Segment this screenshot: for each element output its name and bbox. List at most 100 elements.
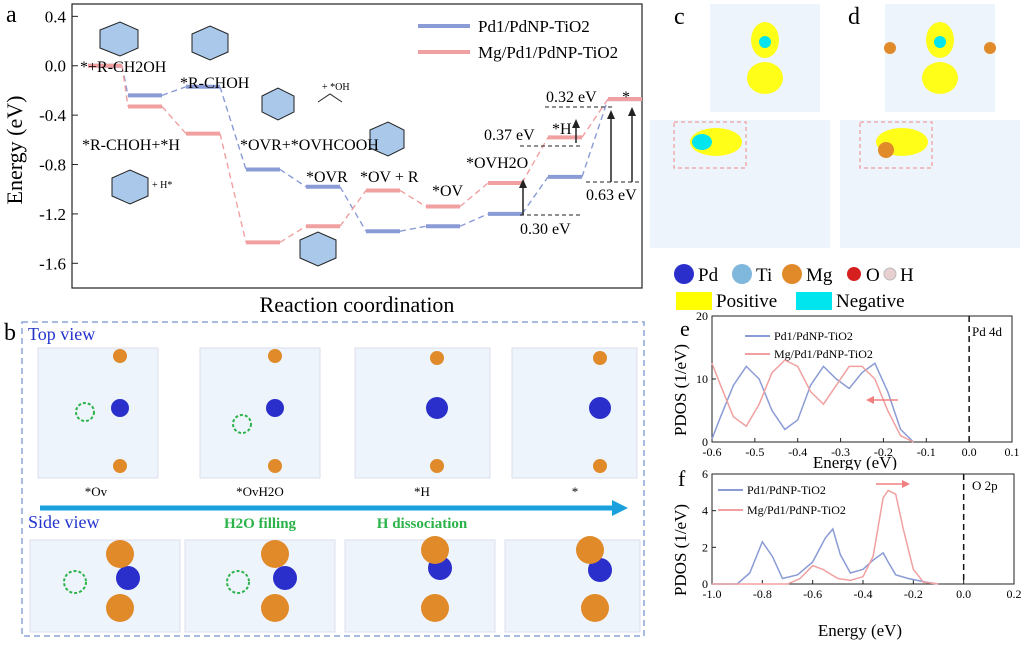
legend-pd-ball xyxy=(674,264,694,284)
f-y-axis-label: PDOS (1/eV) xyxy=(671,504,690,596)
energy-connector xyxy=(339,190,367,227)
label-h: *H xyxy=(552,121,572,138)
charge-density-figure: c d Pd xyxy=(650,4,1020,312)
legend-ti: Ti xyxy=(756,265,772,286)
label-start: *+R-CH2OH xyxy=(80,59,167,76)
pdos-series-1 xyxy=(712,489,939,585)
e-plot-area: -0.6 -0.5 -0.4 -0.3 -0.2 -0.1 0.0 0.1 0 10 20 xyxy=(696,309,1020,459)
energy-connector xyxy=(219,133,247,243)
label-ov-h2o: *OVH2O xyxy=(466,155,528,172)
legend-pd: Pd xyxy=(698,265,719,286)
glucose-molecule-4 xyxy=(369,121,405,157)
pdos-series-0 xyxy=(712,527,939,585)
energy-profile-chart: a Energy (eV) Reaction coordination 0.40… xyxy=(2,2,643,317)
pdos-series-0 xyxy=(711,362,914,443)
plot-frame xyxy=(711,315,1013,443)
x-tick-label: 0.1 xyxy=(1005,445,1020,459)
y-tick-label: -1.6 xyxy=(39,254,66,273)
y-tick-label: 0 xyxy=(702,435,708,449)
energy-connector xyxy=(279,168,307,188)
formic-acid-molecule xyxy=(317,93,343,103)
y-tick-label: 0.0 xyxy=(45,57,66,76)
energy-connector xyxy=(161,86,187,97)
label-rchoh: *R-CHOH xyxy=(180,75,250,92)
glucose-molecule-3 xyxy=(261,87,295,121)
y-ticks: 0.4 0.0 -0.4 -0.8 -1.2 -1.6 xyxy=(39,7,78,273)
y-tick-label: 6 xyxy=(702,470,708,481)
x-tick-label: 0.0 xyxy=(962,445,977,459)
legend-mg: Mg xyxy=(806,265,833,286)
structure-c-top xyxy=(710,4,820,112)
label-ov-plus-r: *OV + R xyxy=(360,169,419,186)
panel-f: f PDOS (1/eV) Energy (eV) O 2p Pd1/PdNP-… xyxy=(650,466,1024,640)
y-tick-label: 0.4 xyxy=(45,7,67,26)
legend-label-mg: Mg/Pd1/PdNP-TiO2 xyxy=(478,43,618,62)
x-tick-label: -0.6 xyxy=(803,587,822,601)
glucose-molecule-6 xyxy=(299,231,337,267)
y-tick-label: 20 xyxy=(696,310,708,323)
x-tick-label: -0.3 xyxy=(831,445,850,459)
energy-levels xyxy=(88,63,642,245)
top-structure-3 xyxy=(354,347,491,479)
legend-o: O xyxy=(866,265,880,286)
state-label-3: *H xyxy=(414,484,430,499)
atom-legend: Pd Ti Mg O H Positive Negative xyxy=(674,264,914,312)
x-tick-label: -1.0 xyxy=(703,587,722,601)
f-shift-arrow xyxy=(876,480,910,488)
label-ov-r-hcooh: *OVR+*OVHCOOH xyxy=(240,137,379,154)
side-view-structures xyxy=(29,536,641,633)
label-star: * xyxy=(622,89,630,106)
barrier-037: 0.37 eV xyxy=(484,127,535,144)
pdos-series-1 xyxy=(711,359,914,443)
legend-positive: Positive xyxy=(716,291,777,312)
panel-a: a Energy (eV) Reaction coordination 0.4 0… xyxy=(0,0,650,320)
energy-connector xyxy=(459,182,489,208)
side-view-title: Side view xyxy=(28,512,100,532)
x-tick-label: -0.5 xyxy=(745,445,764,459)
e-legend-mg: Mg/Pd1/PdNP-TiO2 xyxy=(774,347,873,361)
x-tick-label: -0.6 xyxy=(703,445,722,459)
x-tick-label: 0.2 xyxy=(1007,587,1022,601)
e-x-axis-label: Energy (eV) xyxy=(813,453,897,470)
energy-connector xyxy=(399,225,427,232)
legend-positive-swatch xyxy=(676,292,712,310)
y-tick-label: -0.4 xyxy=(39,106,66,125)
legend-negative: Negative xyxy=(836,291,905,312)
state-label-2: *OvH2O xyxy=(236,484,284,499)
label-h-fragment: + H* xyxy=(152,180,172,191)
energy-connector xyxy=(161,106,187,135)
label-ov-r: *OVR xyxy=(306,169,348,186)
panel-b-figure: b Top view Side view *Ov *OvH2O *H * H2O… xyxy=(4,320,645,637)
label-oh-fragment: + *OH xyxy=(322,82,350,93)
legend-mg-ball xyxy=(782,264,802,284)
state-label-4: * xyxy=(572,484,579,499)
step-h-dissociation: H dissociation xyxy=(377,516,468,532)
legend-label-pd: Pd1/PdNP-TiO2 xyxy=(478,17,590,36)
x-tick-label: 0.0 xyxy=(956,587,971,601)
x-tick-label: -0.4 xyxy=(854,587,873,601)
y-tick-label: 0 xyxy=(702,577,708,591)
pdos-pd-chart: e PDOS (1/eV) Energy (eV) Pd 4d Pd1/PdNP… xyxy=(671,309,1020,472)
panel-e: e PDOS (1/eV) Energy (eV) Pd 4d Pd1/PdNP… xyxy=(650,309,1024,472)
step-h2o-filling: H2O filling xyxy=(224,516,297,532)
panel-label-c: c xyxy=(674,4,685,30)
x-tick-label: -0.2 xyxy=(904,587,923,601)
top-view-structures xyxy=(37,347,638,479)
f-legend-mg: Mg/Pd1/PdNP-TiO2 xyxy=(747,503,846,517)
y-axis-label: Energy (eV) xyxy=(2,96,27,205)
barrier-032: 0.32 eV xyxy=(546,89,597,106)
legend-ti-ball xyxy=(732,264,752,284)
y-tick-label: 4 xyxy=(702,504,708,518)
structure-d-top xyxy=(884,4,996,112)
state-label-1: *Ov xyxy=(85,484,108,499)
panel-label-b: b xyxy=(4,320,16,346)
f-x-axis-label: Energy (eV) xyxy=(818,621,902,640)
energy-connector xyxy=(279,225,307,243)
panel-label-f: f xyxy=(678,470,686,491)
legend-h: H xyxy=(900,265,914,286)
energy-connector xyxy=(581,98,609,178)
legend-negative-swatch xyxy=(796,292,832,310)
energy-connector xyxy=(121,65,129,107)
e-orbital-label: Pd 4d xyxy=(972,324,1002,339)
top-view-title: Top view xyxy=(28,324,95,344)
